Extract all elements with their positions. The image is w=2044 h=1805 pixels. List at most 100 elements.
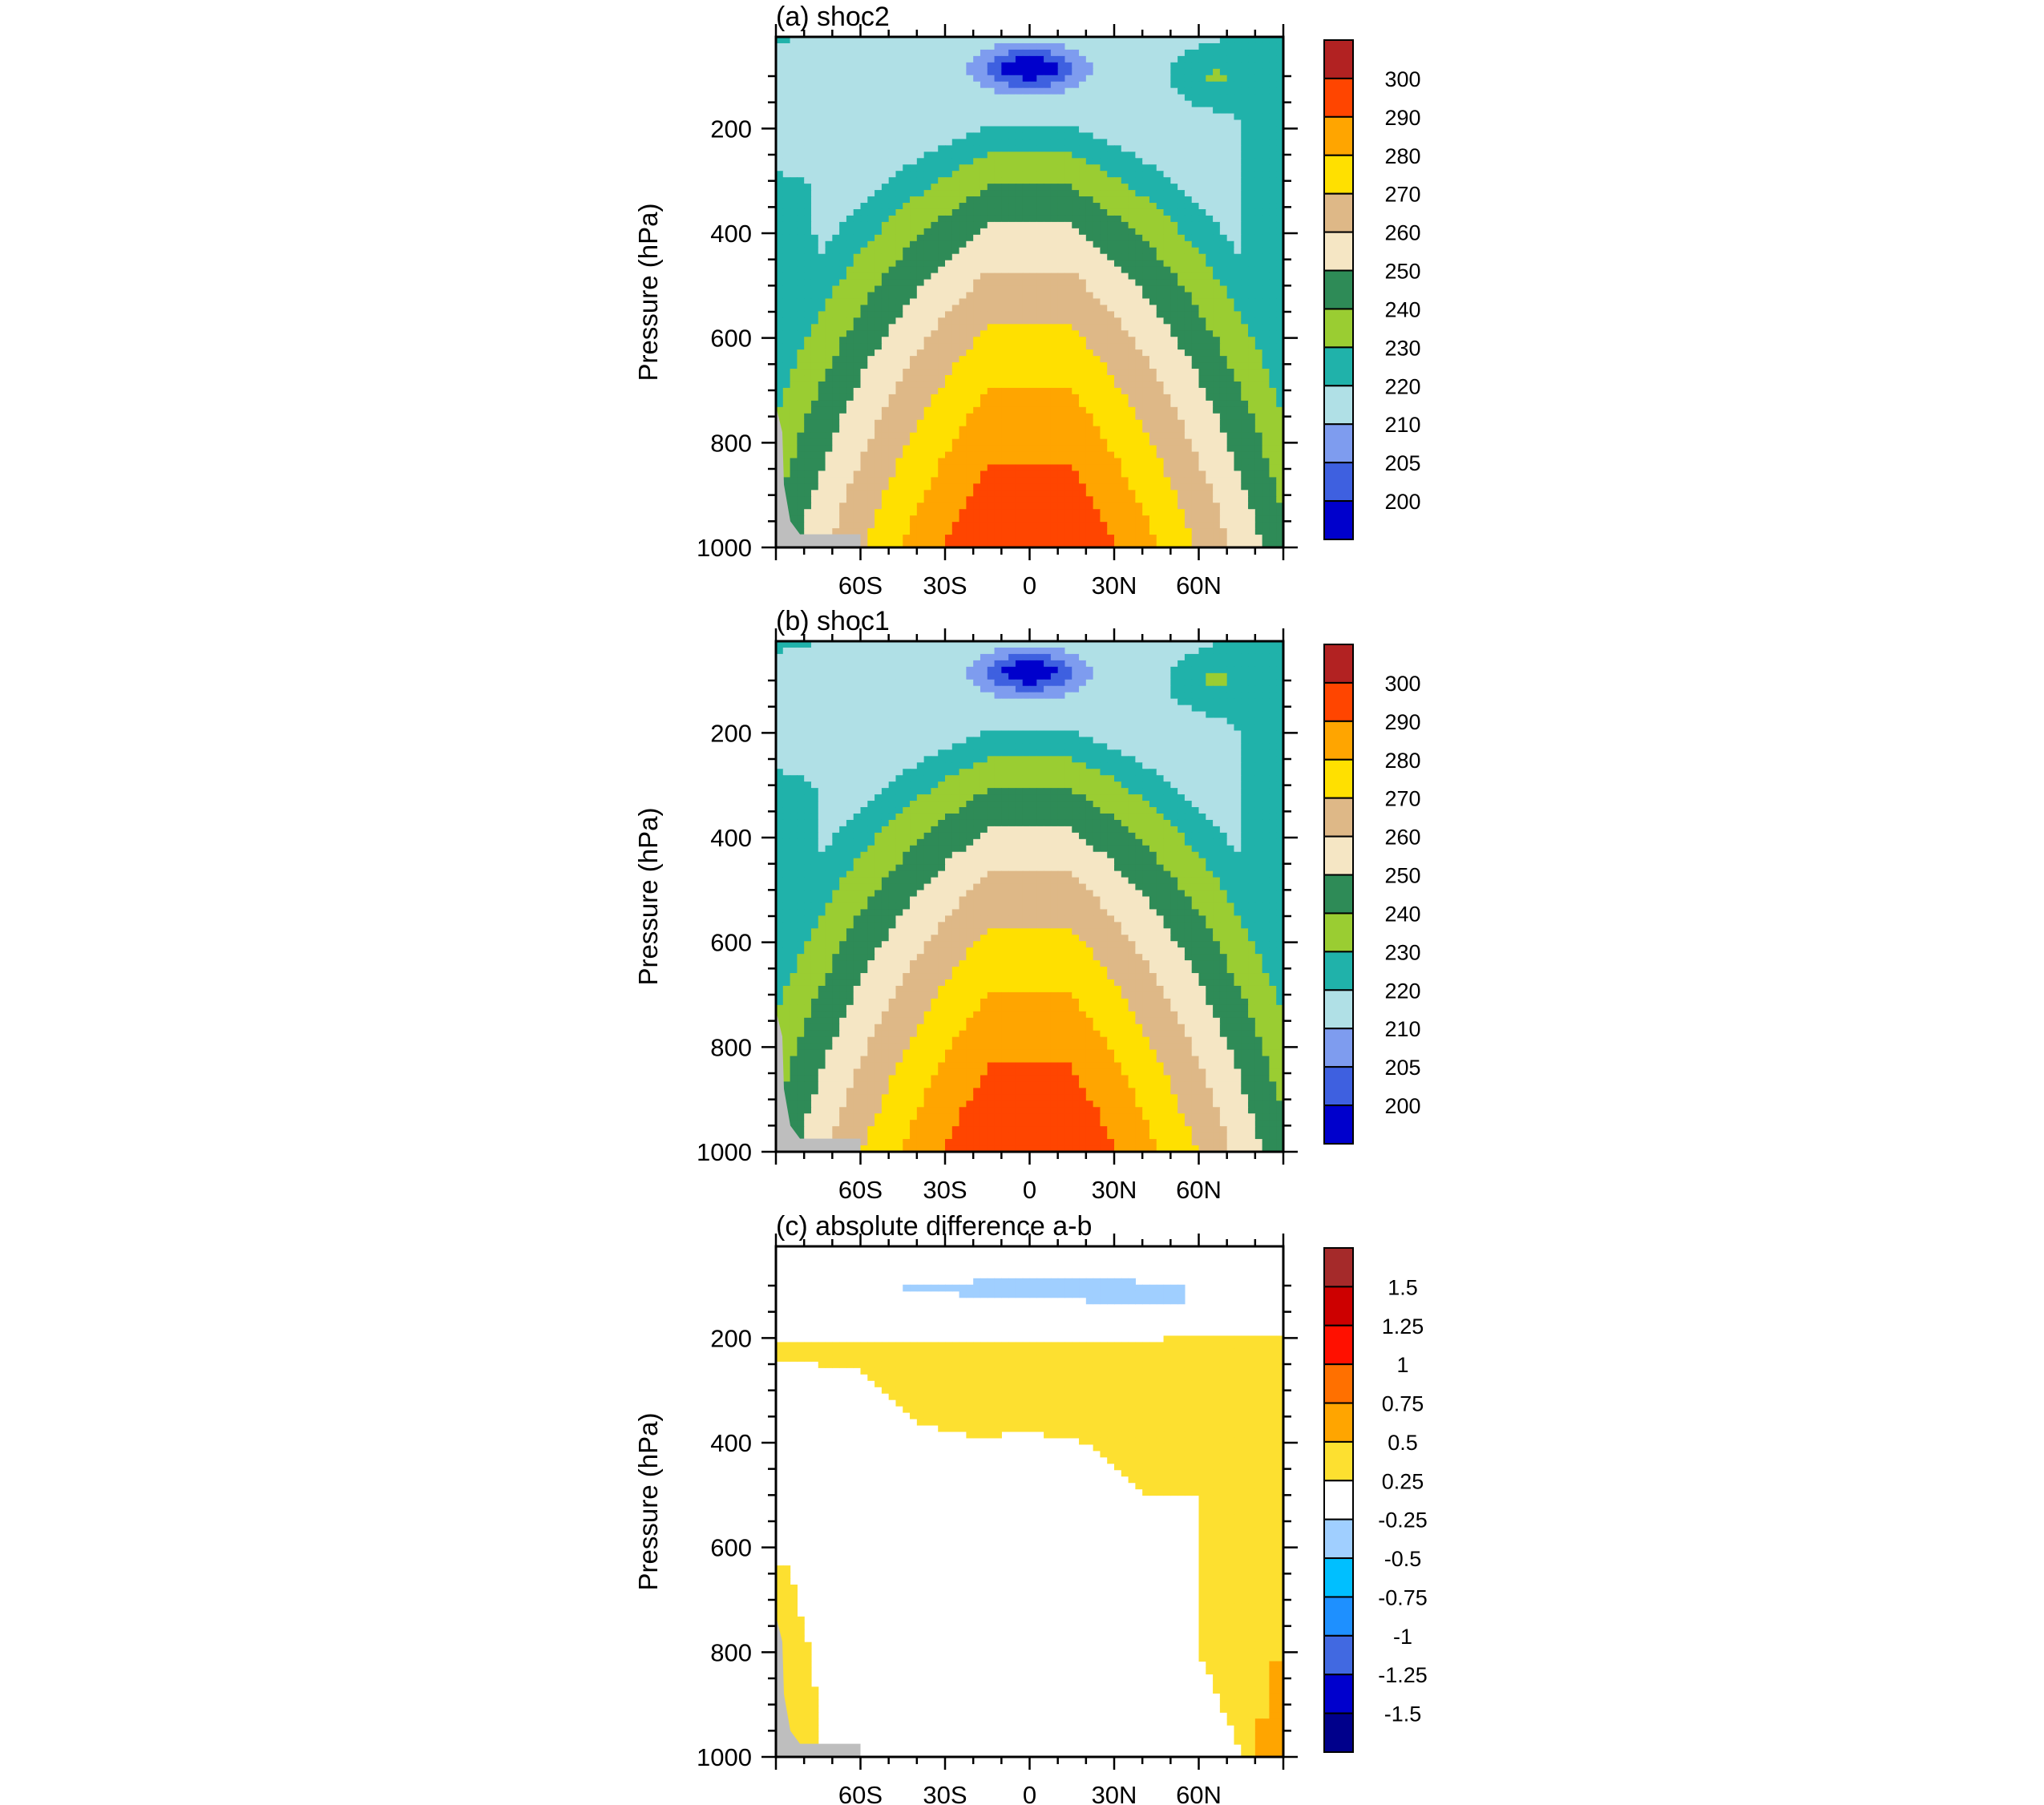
field-cell [1114,426,1121,434]
field-cell [783,151,790,159]
field-cell [966,56,973,63]
field-cell [1072,63,1079,70]
field-cell [1058,439,1065,446]
field-cell [826,241,833,248]
field-cell [1030,69,1037,76]
field-cell [790,43,798,50]
field-cell [875,317,882,325]
field-cell [826,151,833,159]
field-cell [783,203,790,210]
field-cell [966,388,973,395]
field-cell [1058,126,1065,133]
field-cell [1213,88,1220,95]
field-cell [938,349,945,357]
field-cell [1170,56,1178,63]
field-cell [1008,286,1016,293]
field-cell [980,382,988,389]
field-cell [832,477,839,484]
field-cell [973,63,980,70]
field-cell [875,356,882,363]
field-cell [1044,63,1051,70]
field-cell [931,254,938,261]
field-cell [889,209,896,216]
field-cell [1129,50,1136,57]
field-cell [903,464,910,471]
field-cell [966,235,973,242]
field-cell [938,132,945,139]
field-cell [1016,439,1023,446]
field-cell [1129,254,1136,261]
field-cell [818,433,826,440]
field-cell [1008,50,1016,57]
field-cell [875,267,882,274]
field-cell [811,382,818,389]
field-cell [1051,95,1058,102]
field-cell [910,470,917,478]
field-cell [973,95,980,102]
field-cell [1227,446,1234,453]
field-cell [1030,139,1037,146]
field-cell [980,63,988,70]
field-cell [1213,260,1220,268]
field-cell [1241,88,1248,95]
field-cell [1192,88,1199,95]
field-cell [818,470,826,478]
field-cell [1234,394,1241,402]
field-cell [1008,446,1016,453]
field-cell [832,349,839,357]
field-cell [952,362,959,369]
field-cell [1234,69,1241,76]
field-cell [811,330,818,337]
field-cell [917,158,924,165]
field-cell [1093,69,1101,76]
field-cell [1129,273,1136,281]
field-cell [931,95,938,102]
field-cell [1030,209,1037,216]
field-cell [1030,235,1037,242]
field-cell [889,414,896,421]
field-cell [1241,330,1248,337]
field-cell [1072,209,1079,216]
field-cell [861,414,868,421]
field-cell [1072,311,1079,318]
field-cell [882,171,889,178]
field-cell [980,254,988,261]
field-cell [811,101,818,108]
field-cell [1206,101,1213,108]
field-cell [790,401,798,408]
field-cell [1157,446,1164,453]
field-cell [959,209,967,216]
field-cell [1164,433,1171,440]
field-cell [1170,343,1178,350]
field-cell [917,88,924,95]
field-cell [1121,241,1129,248]
field-cell [1192,235,1199,242]
field-cell [1192,293,1199,300]
field-cell [952,177,959,184]
field-cell [988,248,995,255]
field-cell [1129,382,1136,389]
field-cell [931,446,938,453]
field-cell [1269,452,1276,459]
field-cell [1079,349,1086,357]
field-cell [952,349,959,357]
field-cell [846,228,854,236]
field-cell [1170,139,1178,146]
field-cell [804,228,811,236]
field-cell [952,458,959,466]
field-cell [1170,228,1178,236]
field-cell [1199,114,1206,121]
field-cell [889,126,896,133]
field-cell [1086,311,1093,318]
field-cell [790,139,798,146]
field-cell [1044,241,1051,248]
field-cell [797,75,804,83]
field-cell [882,293,889,300]
field-cell [1072,324,1079,331]
field-cell [995,337,1002,344]
field-cell [966,420,973,427]
field-cell [980,171,988,178]
field-cell [1157,139,1164,146]
field-cell [1129,114,1136,121]
field-cell [1248,216,1255,223]
